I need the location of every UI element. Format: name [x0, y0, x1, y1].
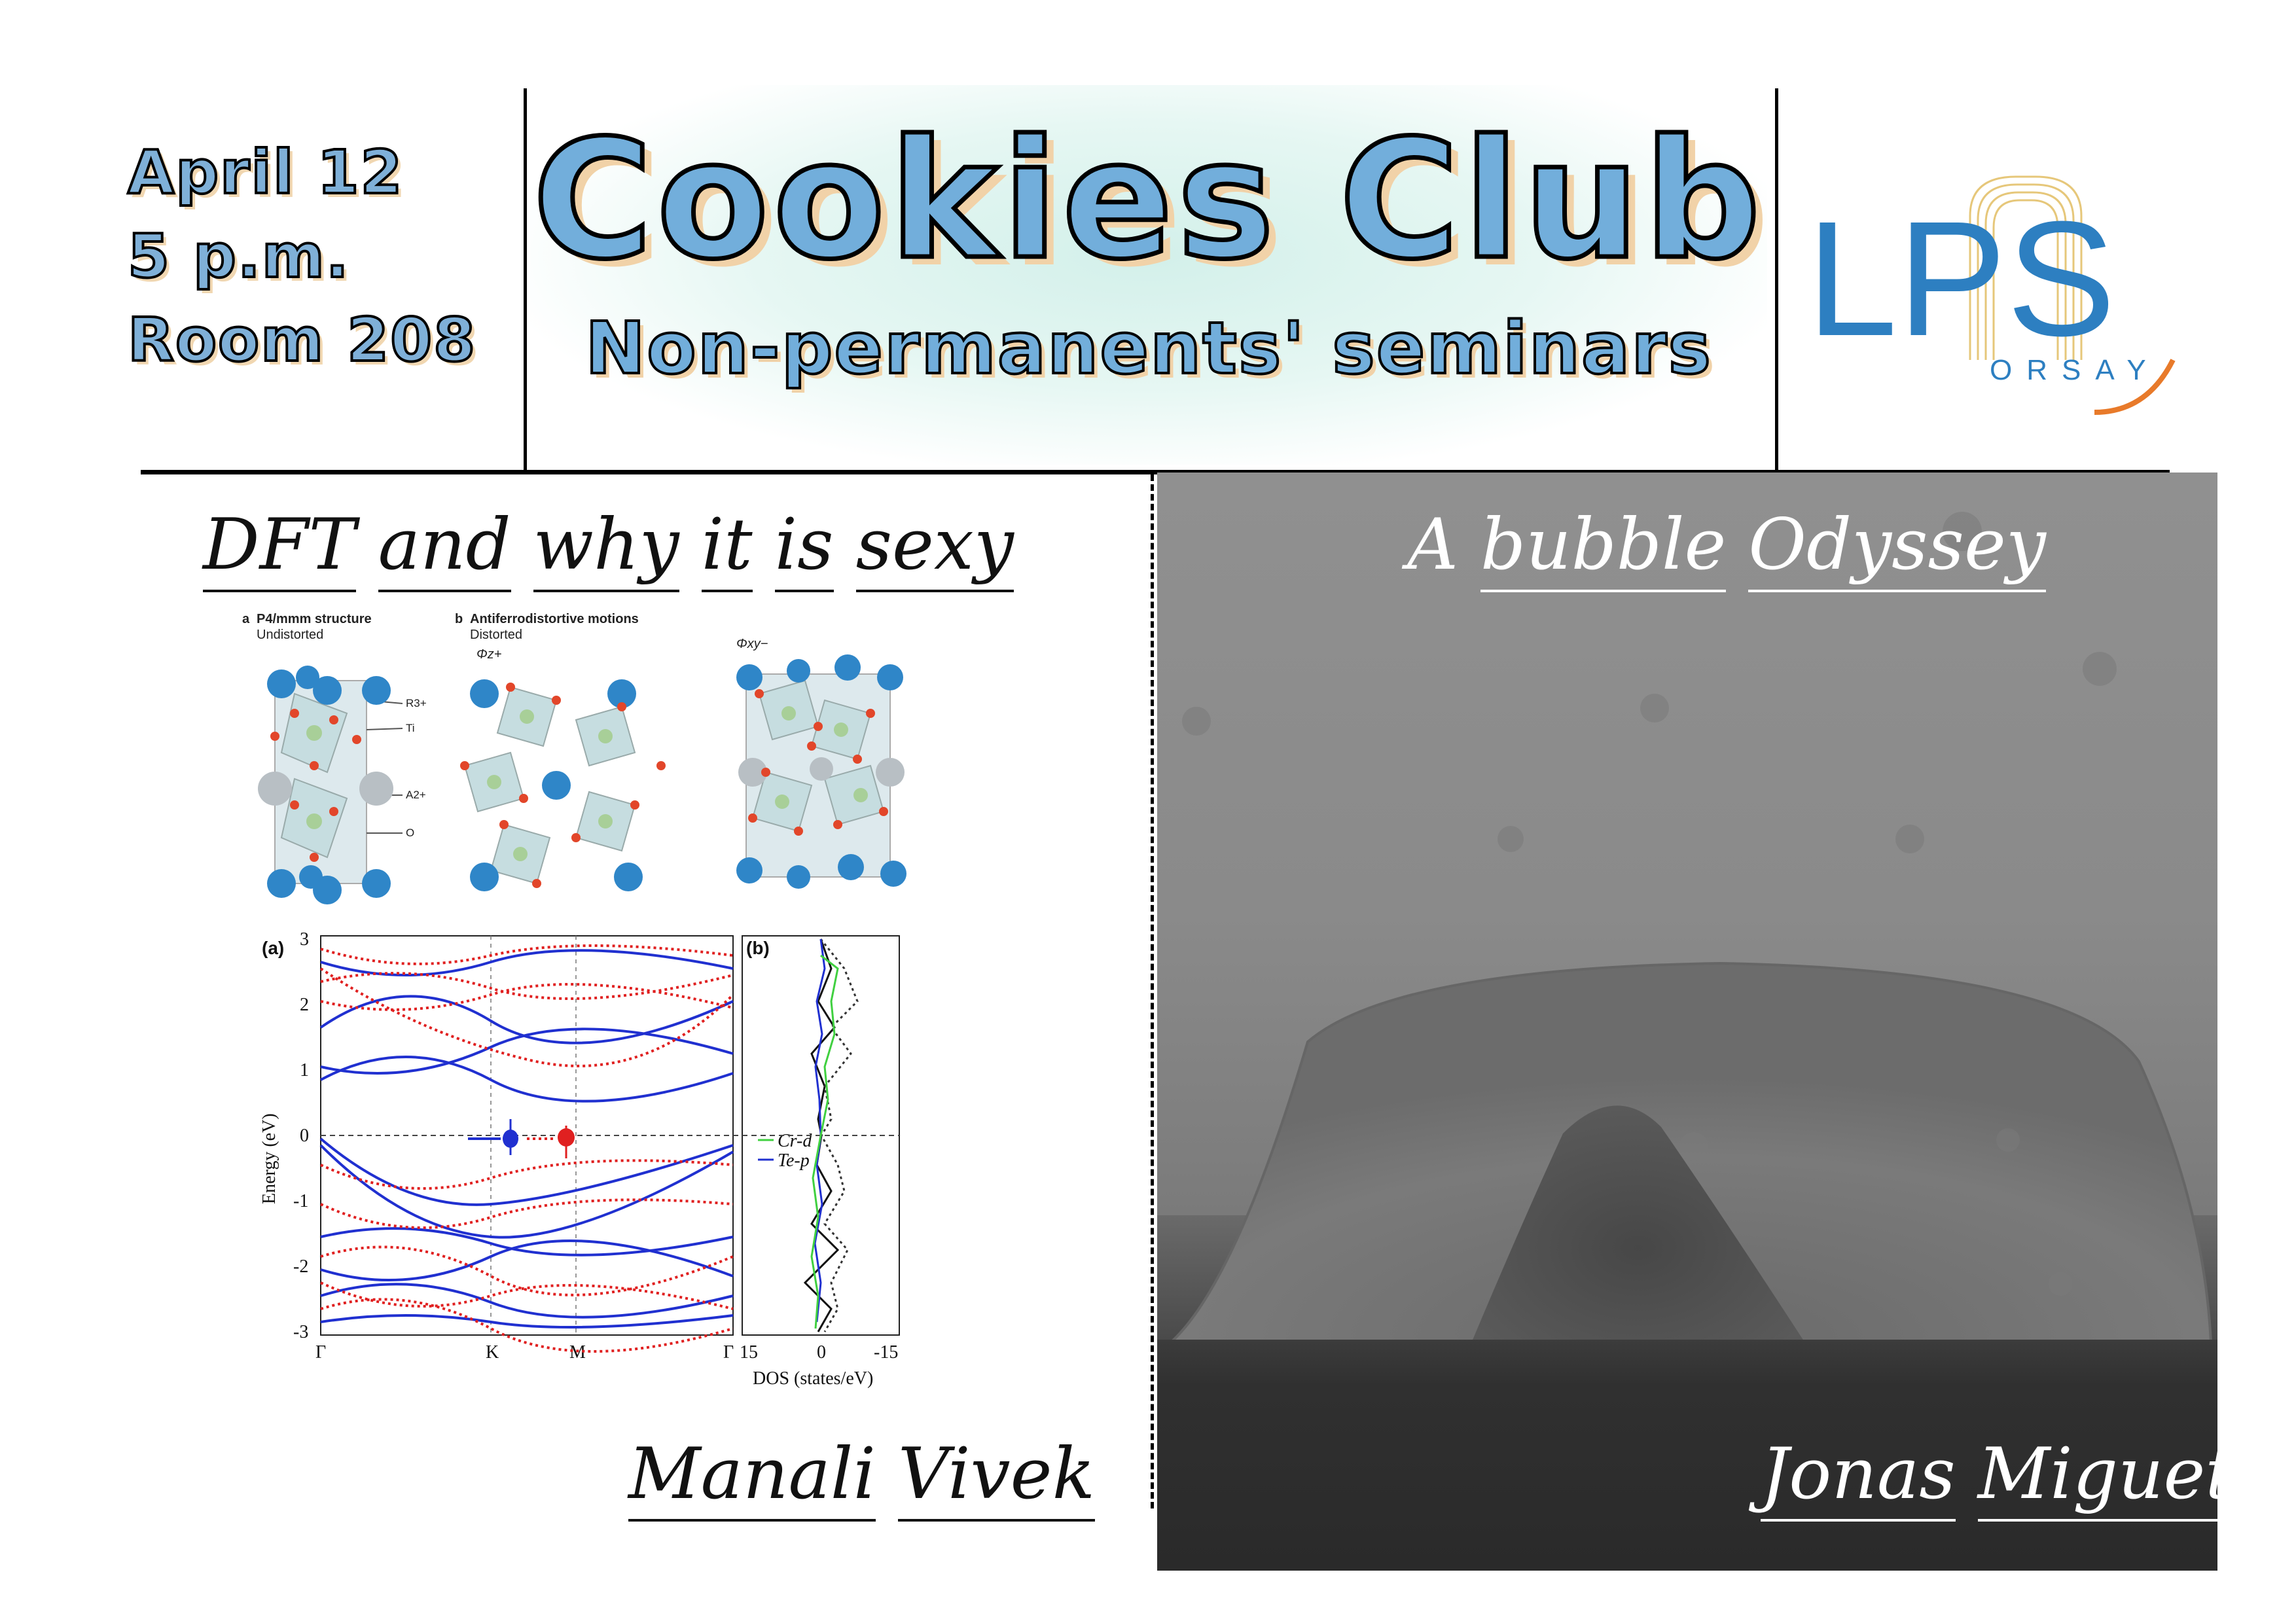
title-word: bubble: [1480, 504, 1727, 592]
speaker-last-name: Miguet: [1977, 1433, 2234, 1522]
speaker-first-name: Manali: [628, 1433, 876, 1522]
spin-down-bands: [319, 944, 734, 1353]
title-word: why: [533, 504, 679, 592]
title-word: it: [701, 504, 753, 592]
title-background: [530, 85, 1767, 465]
band-ylabel: Energy (eV): [259, 1113, 279, 1204]
title-word: DFT: [203, 504, 356, 592]
logo-place: ORSAY: [1990, 354, 2161, 386]
panel-a-letter: a: [242, 612, 250, 626]
phi-xy-label: Φxy−: [736, 637, 768, 651]
panel-a-title: P4/mmm structure: [257, 612, 372, 626]
panel-b-letter: b: [455, 612, 463, 626]
header-rule: [141, 470, 2170, 474]
ytick: 0: [300, 1126, 309, 1146]
ytick: 1: [300, 1060, 309, 1080]
ytick: 3: [300, 929, 309, 950]
label-r: R3+: [406, 697, 427, 709]
undistorted-cell: [258, 666, 403, 904]
title-word: is: [774, 504, 834, 592]
right-speaker: Jonas Miguet: [1761, 1433, 2256, 1522]
dos-xtick: -15: [874, 1342, 898, 1363]
bubble-shape: [1166, 512, 2213, 1344]
panel-b-title: Antiferrodistortive motions: [470, 612, 639, 626]
ytick: -3: [293, 1322, 308, 1342]
event-subtitle: Non-permanents' seminars: [584, 305, 1712, 391]
label-a: A2+: [406, 789, 426, 801]
crystal-structure-figure: a P4/mmm structure Undistorted b Antifer…: [242, 612, 906, 904]
dos-xlabel: DOS (states/eV): [753, 1368, 873, 1389]
lps-orsay-logo: LPS ORSAY: [1806, 175, 2176, 415]
event-title: Cookies Club: [530, 103, 1765, 298]
date-line: April 12: [126, 136, 404, 209]
speaker-last-name: Vivek: [898, 1433, 1096, 1522]
date-block: April 12 5 p.m. Room 208: [126, 131, 520, 382]
panel-b-sub: Distorted: [470, 628, 522, 642]
distorted-cell: [736, 654, 906, 889]
band-panel-b: (b): [746, 938, 770, 958]
title-word: sexy: [855, 504, 1014, 592]
left-speaker: Manali Vivek: [628, 1433, 1117, 1522]
title-word: A: [1407, 504, 1458, 586]
label-ti: Ti: [406, 722, 415, 734]
ytick: -1: [293, 1191, 308, 1211]
band-structure-figure: (a) (b) Energy (eV) 3 2 1 0 -1 -2 -3 Γ K…: [259, 929, 900, 1389]
speaker-first-name: Jonas: [1761, 1433, 1956, 1522]
left-talk-title: DFT and why it is sexy: [203, 504, 1119, 592]
time-line: 5 p.m.: [126, 220, 350, 293]
logo-swoosh: [2094, 359, 2176, 415]
header-divider-right: [1775, 88, 1778, 471]
ytick: 2: [300, 995, 309, 1015]
logo-letters: LPS: [1806, 187, 2116, 370]
dos-legend-te: Te-p: [778, 1150, 810, 1171]
header-divider-left: [524, 88, 527, 471]
label-o: O: [406, 827, 414, 839]
xtick: K: [486, 1342, 499, 1363]
title-word: and: [378, 504, 511, 592]
title-word: Odyssey: [1748, 504, 2046, 592]
spin-legend: [468, 1119, 575, 1158]
phi-z-label: Φz+: [476, 647, 501, 662]
dos-xtick: 0: [817, 1342, 826, 1363]
band-panel-a: (a): [262, 938, 284, 958]
bubble-photo: [1157, 473, 2217, 1571]
ytick: -2: [293, 1257, 308, 1277]
spin-up-bands: [319, 949, 734, 1329]
dos-legend-cr: Cr-d: [778, 1131, 812, 1151]
xtick: Γ: [723, 1342, 734, 1363]
dos-curves: [758, 938, 859, 1332]
room-line: Room 208: [126, 304, 477, 376]
dos-xtick: 15: [740, 1342, 758, 1363]
distorted-octahedra: [460, 679, 666, 891]
column-divider: [1151, 474, 1154, 1508]
panel-a-sub: Undistorted: [257, 628, 323, 642]
photo-substrate: [1157, 1340, 2217, 1571]
xtick: Γ: [315, 1342, 326, 1363]
